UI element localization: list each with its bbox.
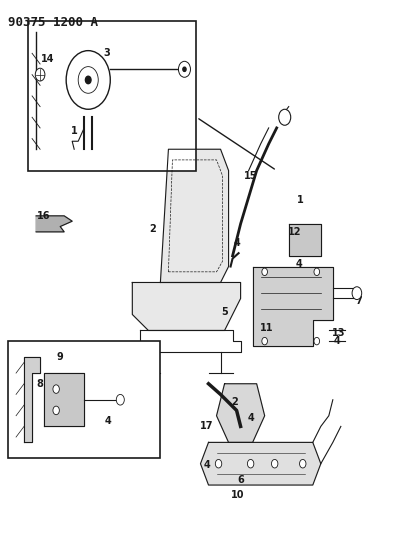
- Circle shape: [262, 337, 267, 345]
- Text: 4: 4: [203, 460, 210, 470]
- Text: 3: 3: [103, 49, 109, 58]
- Circle shape: [279, 109, 291, 125]
- Text: 4: 4: [233, 238, 240, 247]
- Circle shape: [300, 459, 306, 468]
- Text: 17: 17: [200, 422, 213, 431]
- Polygon shape: [160, 149, 229, 282]
- Text: 5: 5: [221, 307, 228, 317]
- Text: 4: 4: [296, 259, 302, 269]
- Polygon shape: [200, 442, 321, 485]
- Text: 1: 1: [71, 126, 77, 135]
- Circle shape: [271, 459, 278, 468]
- Circle shape: [116, 394, 124, 405]
- Polygon shape: [24, 357, 40, 442]
- Polygon shape: [132, 282, 241, 330]
- Circle shape: [352, 287, 362, 300]
- Text: 2: 2: [149, 224, 156, 234]
- Text: 4: 4: [105, 416, 111, 426]
- Circle shape: [66, 51, 110, 109]
- Circle shape: [215, 459, 222, 468]
- Text: 16: 16: [37, 212, 51, 221]
- Polygon shape: [253, 266, 333, 346]
- Polygon shape: [289, 224, 321, 256]
- Circle shape: [178, 61, 190, 77]
- Text: 9: 9: [57, 352, 63, 362]
- Text: 90375 1200 A: 90375 1200 A: [8, 16, 98, 29]
- Bar: [8, 341, 160, 458]
- Text: 13: 13: [332, 328, 346, 338]
- Circle shape: [314, 268, 320, 276]
- Polygon shape: [36, 216, 72, 232]
- Text: 4: 4: [334, 336, 340, 346]
- Circle shape: [247, 459, 254, 468]
- Text: 2: 2: [231, 398, 238, 407]
- Polygon shape: [44, 373, 84, 426]
- Text: 15: 15: [244, 171, 257, 181]
- Text: 14: 14: [41, 54, 55, 63]
- Circle shape: [53, 385, 59, 393]
- Circle shape: [314, 337, 320, 345]
- Text: 12: 12: [288, 227, 302, 237]
- Circle shape: [78, 67, 98, 93]
- Text: 11: 11: [260, 323, 273, 333]
- Text: 1: 1: [298, 195, 304, 205]
- Text: 4: 4: [247, 414, 254, 423]
- Text: 8: 8: [36, 379, 44, 389]
- Bar: [28, 21, 196, 171]
- Text: 6: 6: [237, 475, 244, 484]
- Text: 10: 10: [231, 490, 244, 499]
- Circle shape: [85, 76, 91, 84]
- Circle shape: [183, 67, 186, 71]
- Polygon shape: [217, 384, 265, 442]
- Text: 7: 7: [356, 296, 362, 306]
- Circle shape: [53, 406, 59, 415]
- Circle shape: [262, 268, 267, 276]
- Circle shape: [35, 68, 45, 81]
